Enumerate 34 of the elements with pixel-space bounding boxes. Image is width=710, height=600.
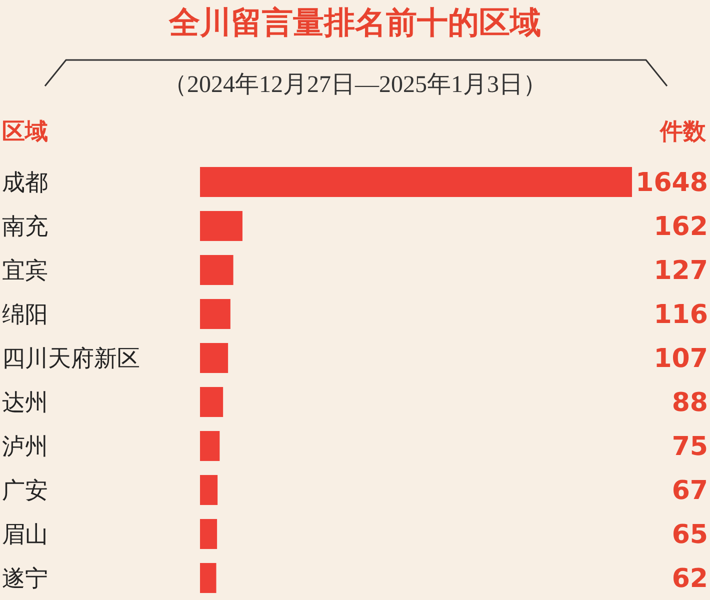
data-label: 116 [654,300,708,330]
data-label: 162 [654,212,708,242]
y-tick-label: 南充 [2,214,48,240]
data-label: 67 [672,476,708,506]
x-axis-title: 件数 [660,118,706,147]
y-tick-label: 成都 [2,170,48,196]
y-tick-label: 达州 [2,390,48,416]
bar [200,475,218,506]
chart-title: 全川留言量排名前十的区域 [168,4,542,43]
y-axis-title: 区域 [2,118,48,147]
bar [200,343,228,374]
data-label: 1648 [636,168,708,198]
y-tick-label: 广安 [2,478,48,504]
y-tick-label: 四川天府新区 [2,346,140,372]
bar [200,519,218,550]
y-tick-label: 眉山 [2,522,48,548]
data-label: 88 [672,388,708,418]
y-tick-label: 泸州 [2,434,48,460]
data-label: 65 [672,520,708,550]
data-label: 107 [654,344,708,374]
bar [200,563,216,594]
bar [200,255,234,286]
bar [200,431,220,462]
data-label: 62 [672,564,708,594]
bar [200,387,224,418]
bar [200,167,632,198]
bar [200,211,242,242]
bar [200,299,230,330]
y-tick-label: 绵阳 [2,302,48,328]
chart-subtitle: （2024年12月27日—2025年1月3日） [162,71,548,100]
y-tick-label: 宜宾 [2,258,48,284]
data-label: 127 [654,256,708,286]
data-label: 75 [672,432,708,462]
y-tick-label: 遂宁 [2,566,48,592]
